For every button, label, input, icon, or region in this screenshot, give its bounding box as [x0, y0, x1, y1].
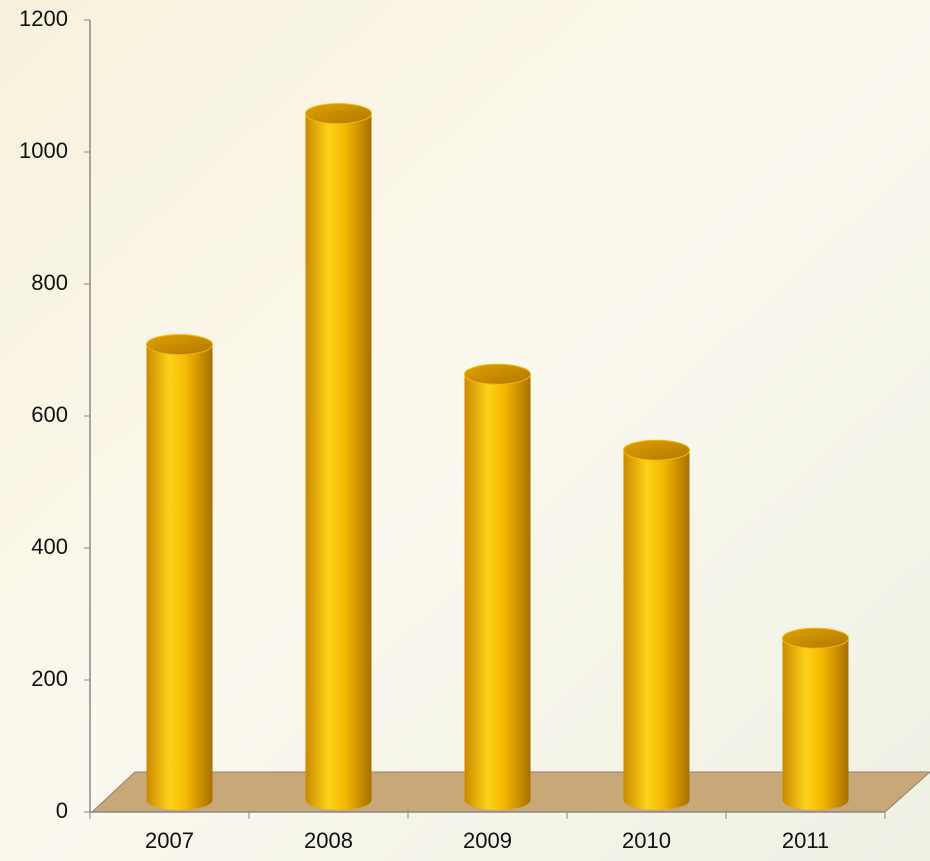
- bar: [464, 374, 531, 800]
- bar: [782, 638, 849, 800]
- bar: [623, 450, 690, 800]
- x-tick-label: 2009: [463, 828, 512, 853]
- y-tick-label: 200: [31, 666, 68, 691]
- x-tick-label: 2010: [622, 828, 671, 853]
- x-tick-label: 2007: [145, 828, 194, 853]
- bar: [146, 344, 213, 800]
- bar-top: [623, 439, 690, 461]
- y-tick-label: 1000: [19, 138, 68, 163]
- bar-top: [305, 103, 372, 125]
- y-tick-label: 800: [31, 270, 68, 295]
- bar: [305, 113, 372, 801]
- bar-top: [464, 363, 531, 385]
- y-tick-label: 400: [31, 534, 68, 559]
- y-tick-label: 600: [31, 402, 68, 427]
- x-tick-label: 2011: [782, 828, 829, 853]
- y-tick-label: 0: [56, 798, 68, 823]
- bar-top: [782, 627, 849, 649]
- x-tick-label: 2008: [304, 828, 353, 853]
- y-tick-label: 1200: [19, 6, 68, 31]
- bar-top: [146, 334, 213, 356]
